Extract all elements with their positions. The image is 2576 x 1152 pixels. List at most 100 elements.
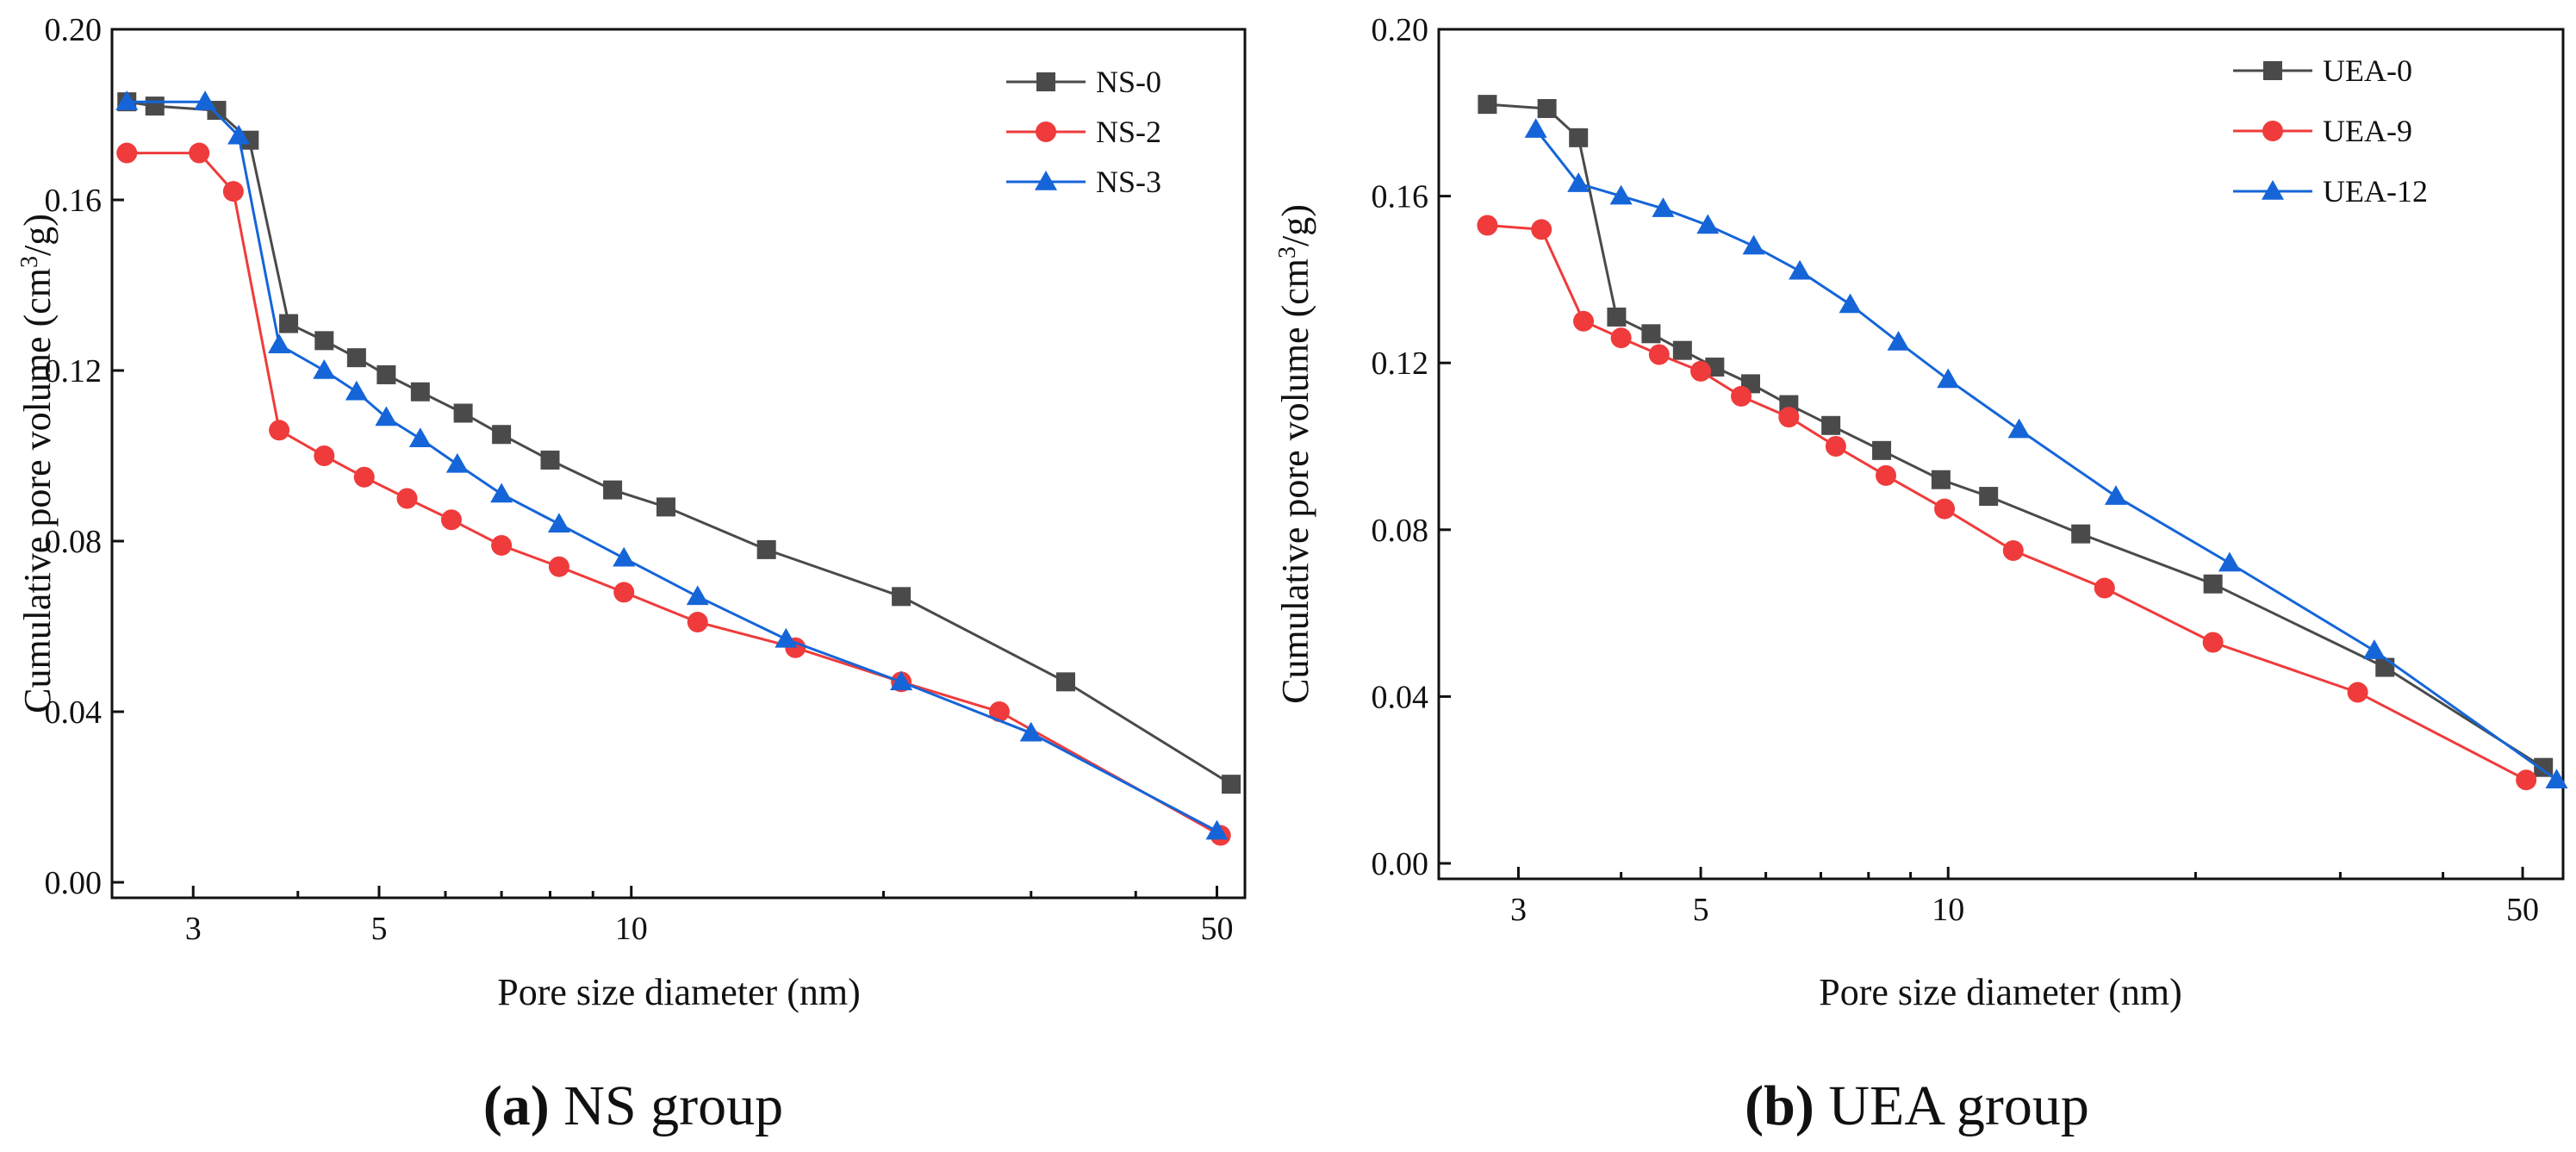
data-point-uea-0 xyxy=(1569,128,1589,147)
x-axis-label: Pore size diameter (nm) xyxy=(1819,971,2182,1013)
series-line-ns-3 xyxy=(127,100,1218,832)
data-point-uea-12 xyxy=(1567,172,1590,192)
y-axis-label: Cumulative pore volume (cm3/g) xyxy=(16,214,59,713)
data-point-ns-3 xyxy=(313,359,336,379)
data-point-uea-12 xyxy=(1789,259,1812,280)
chart-panel-uea-group: 0.000.040.080.120.160.20 3 5 10 50 UEA-0UEA… xyxy=(1274,12,2568,1137)
panel-caption: (b) UEA group xyxy=(1745,1074,2089,1137)
data-point-uea-0 xyxy=(2203,574,2223,594)
data-point-uea-12 xyxy=(1652,197,1675,217)
data-point-ns-0 xyxy=(376,364,396,384)
data-point-ns-3 xyxy=(375,406,398,427)
data-point-uea-12 xyxy=(1887,331,1910,351)
data-point-ns-0 xyxy=(756,539,776,559)
x-tick-label: 50 xyxy=(2506,892,2539,928)
data-point-ns-3 xyxy=(1019,721,1042,742)
data-point-ns-3 xyxy=(115,90,139,110)
data-point-uea-9 xyxy=(2202,632,2224,653)
legend-marker-uea-9 xyxy=(2262,121,2283,141)
legend-label-ns-3: NS-3 xyxy=(1096,165,1161,199)
data-point-uea-12 xyxy=(2104,485,2127,505)
data-point-ns-3 xyxy=(227,124,251,145)
data-point-ns-0 xyxy=(410,382,430,402)
x-axis-label: Pore size diameter (nm) xyxy=(497,971,861,1013)
data-point-uea-12 xyxy=(2362,639,2386,659)
legend-label-ns-0: NS-0 xyxy=(1096,65,1161,99)
data-point-ns-3 xyxy=(268,333,291,354)
x-tick-label: 5 xyxy=(370,911,387,947)
data-point-ns-2 xyxy=(687,612,708,633)
data-point-uea-9 xyxy=(2094,577,2115,599)
data-point-ns-2 xyxy=(222,181,244,202)
data-point-uea-9 xyxy=(2002,540,2024,561)
data-point-ns-3 xyxy=(1205,819,1229,840)
data-point-uea-9 xyxy=(1778,407,1800,428)
series-layer xyxy=(115,90,1241,846)
y-tick-label: 0.12 xyxy=(45,353,103,389)
data-point-ns-3 xyxy=(547,513,570,532)
x-tick-label: 5 xyxy=(1693,892,1709,928)
data-point-ns-2 xyxy=(491,534,513,556)
data-point-ns-0 xyxy=(656,497,676,517)
data-point-uea-0 xyxy=(1672,340,1692,360)
data-point-ns-0 xyxy=(453,403,473,423)
series-line-uea-12 xyxy=(1534,128,2558,781)
data-point-uea-12 xyxy=(1839,293,1862,314)
data-point-ns-2 xyxy=(353,466,375,488)
data-point-ns-2 xyxy=(396,488,418,509)
data-point-ns-3 xyxy=(890,670,913,691)
y-tick-label: 0.08 xyxy=(45,524,103,560)
data-point-uea-12 xyxy=(1696,214,1720,234)
data-point-ns-0 xyxy=(1056,672,1076,692)
data-point-uea-0 xyxy=(1607,307,1627,327)
data-point-ns-2 xyxy=(116,142,138,164)
y-tick-label: 0.12 xyxy=(1372,346,1429,382)
data-point-ns-0 xyxy=(892,587,912,607)
plot-frame xyxy=(1437,28,2565,881)
panel-caption: (a) NS group xyxy=(483,1074,783,1137)
data-point-uea-12 xyxy=(2545,769,2568,788)
series-line-ns-2 xyxy=(127,152,1222,837)
legend-marker-ns-0 xyxy=(1036,72,1055,91)
data-point-ns-3 xyxy=(490,483,513,503)
data-point-ns-3 xyxy=(613,546,636,567)
y-tick-label: 0.04 xyxy=(45,694,103,731)
y-tick-label: 0.16 xyxy=(45,183,103,219)
data-point-ns-2 xyxy=(613,582,635,603)
data-point-ns-2 xyxy=(988,701,1010,722)
y-axis-ticks: 0.00 0.04 0.08 0.12 0.16 0.20 xyxy=(45,12,124,901)
data-point-ns-0 xyxy=(1222,775,1241,794)
data-point-ns-3 xyxy=(445,452,469,473)
plot-frame xyxy=(110,28,1247,900)
x-tick-label: 50 xyxy=(1200,911,1233,947)
data-point-uea-9 xyxy=(1690,360,1712,382)
data-point-ns-0 xyxy=(492,425,512,445)
data-point-uea-0 xyxy=(1931,470,1951,489)
legend-label-uea-0: UEA-0 xyxy=(2323,53,2412,88)
data-point-ns-0 xyxy=(314,331,334,351)
legend-marker-uea-12 xyxy=(2262,180,2284,200)
data-point-uea-0 xyxy=(1821,415,1841,435)
y-tick-label: 0.20 xyxy=(1372,12,1429,48)
data-point-ns-3 xyxy=(775,627,798,648)
data-point-ns-2 xyxy=(269,420,290,441)
legend-marker-ns-2 xyxy=(1036,121,1056,142)
data-point-uea-9 xyxy=(2516,769,2537,791)
legend: UEA-0 UEA-9 UEA-12 xyxy=(2233,53,2428,209)
x-tick-label: 3 xyxy=(1510,892,1527,928)
data-point-uea-12 xyxy=(1609,184,1633,205)
data-point-uea-12 xyxy=(2218,551,2241,572)
y-tick-label: 0.00 xyxy=(1372,846,1429,882)
x-axis-ticks: 3 5 10 50 xyxy=(185,886,1233,947)
y-tick-label: 0.08 xyxy=(1372,513,1429,549)
legend-marker-ns-3 xyxy=(1035,171,1057,190)
chart-panel-ns-group: 0.00 0.04 0.08 0.12 0.16 0.20 3 5 10 50 NS-0 NS-2… xyxy=(16,12,1247,1137)
data-point-ns-3 xyxy=(686,585,709,606)
data-point-uea-12 xyxy=(2007,418,2031,439)
data-point-uea-9 xyxy=(1477,215,1498,236)
y-tick-label: 0.04 xyxy=(1372,679,1429,715)
legend: NS-0 NS-2 NS-3 xyxy=(1006,65,1161,199)
data-point-uea-9 xyxy=(1648,344,1670,365)
data-point-ns-2 xyxy=(189,142,210,164)
data-point-uea-9 xyxy=(1934,498,1956,520)
